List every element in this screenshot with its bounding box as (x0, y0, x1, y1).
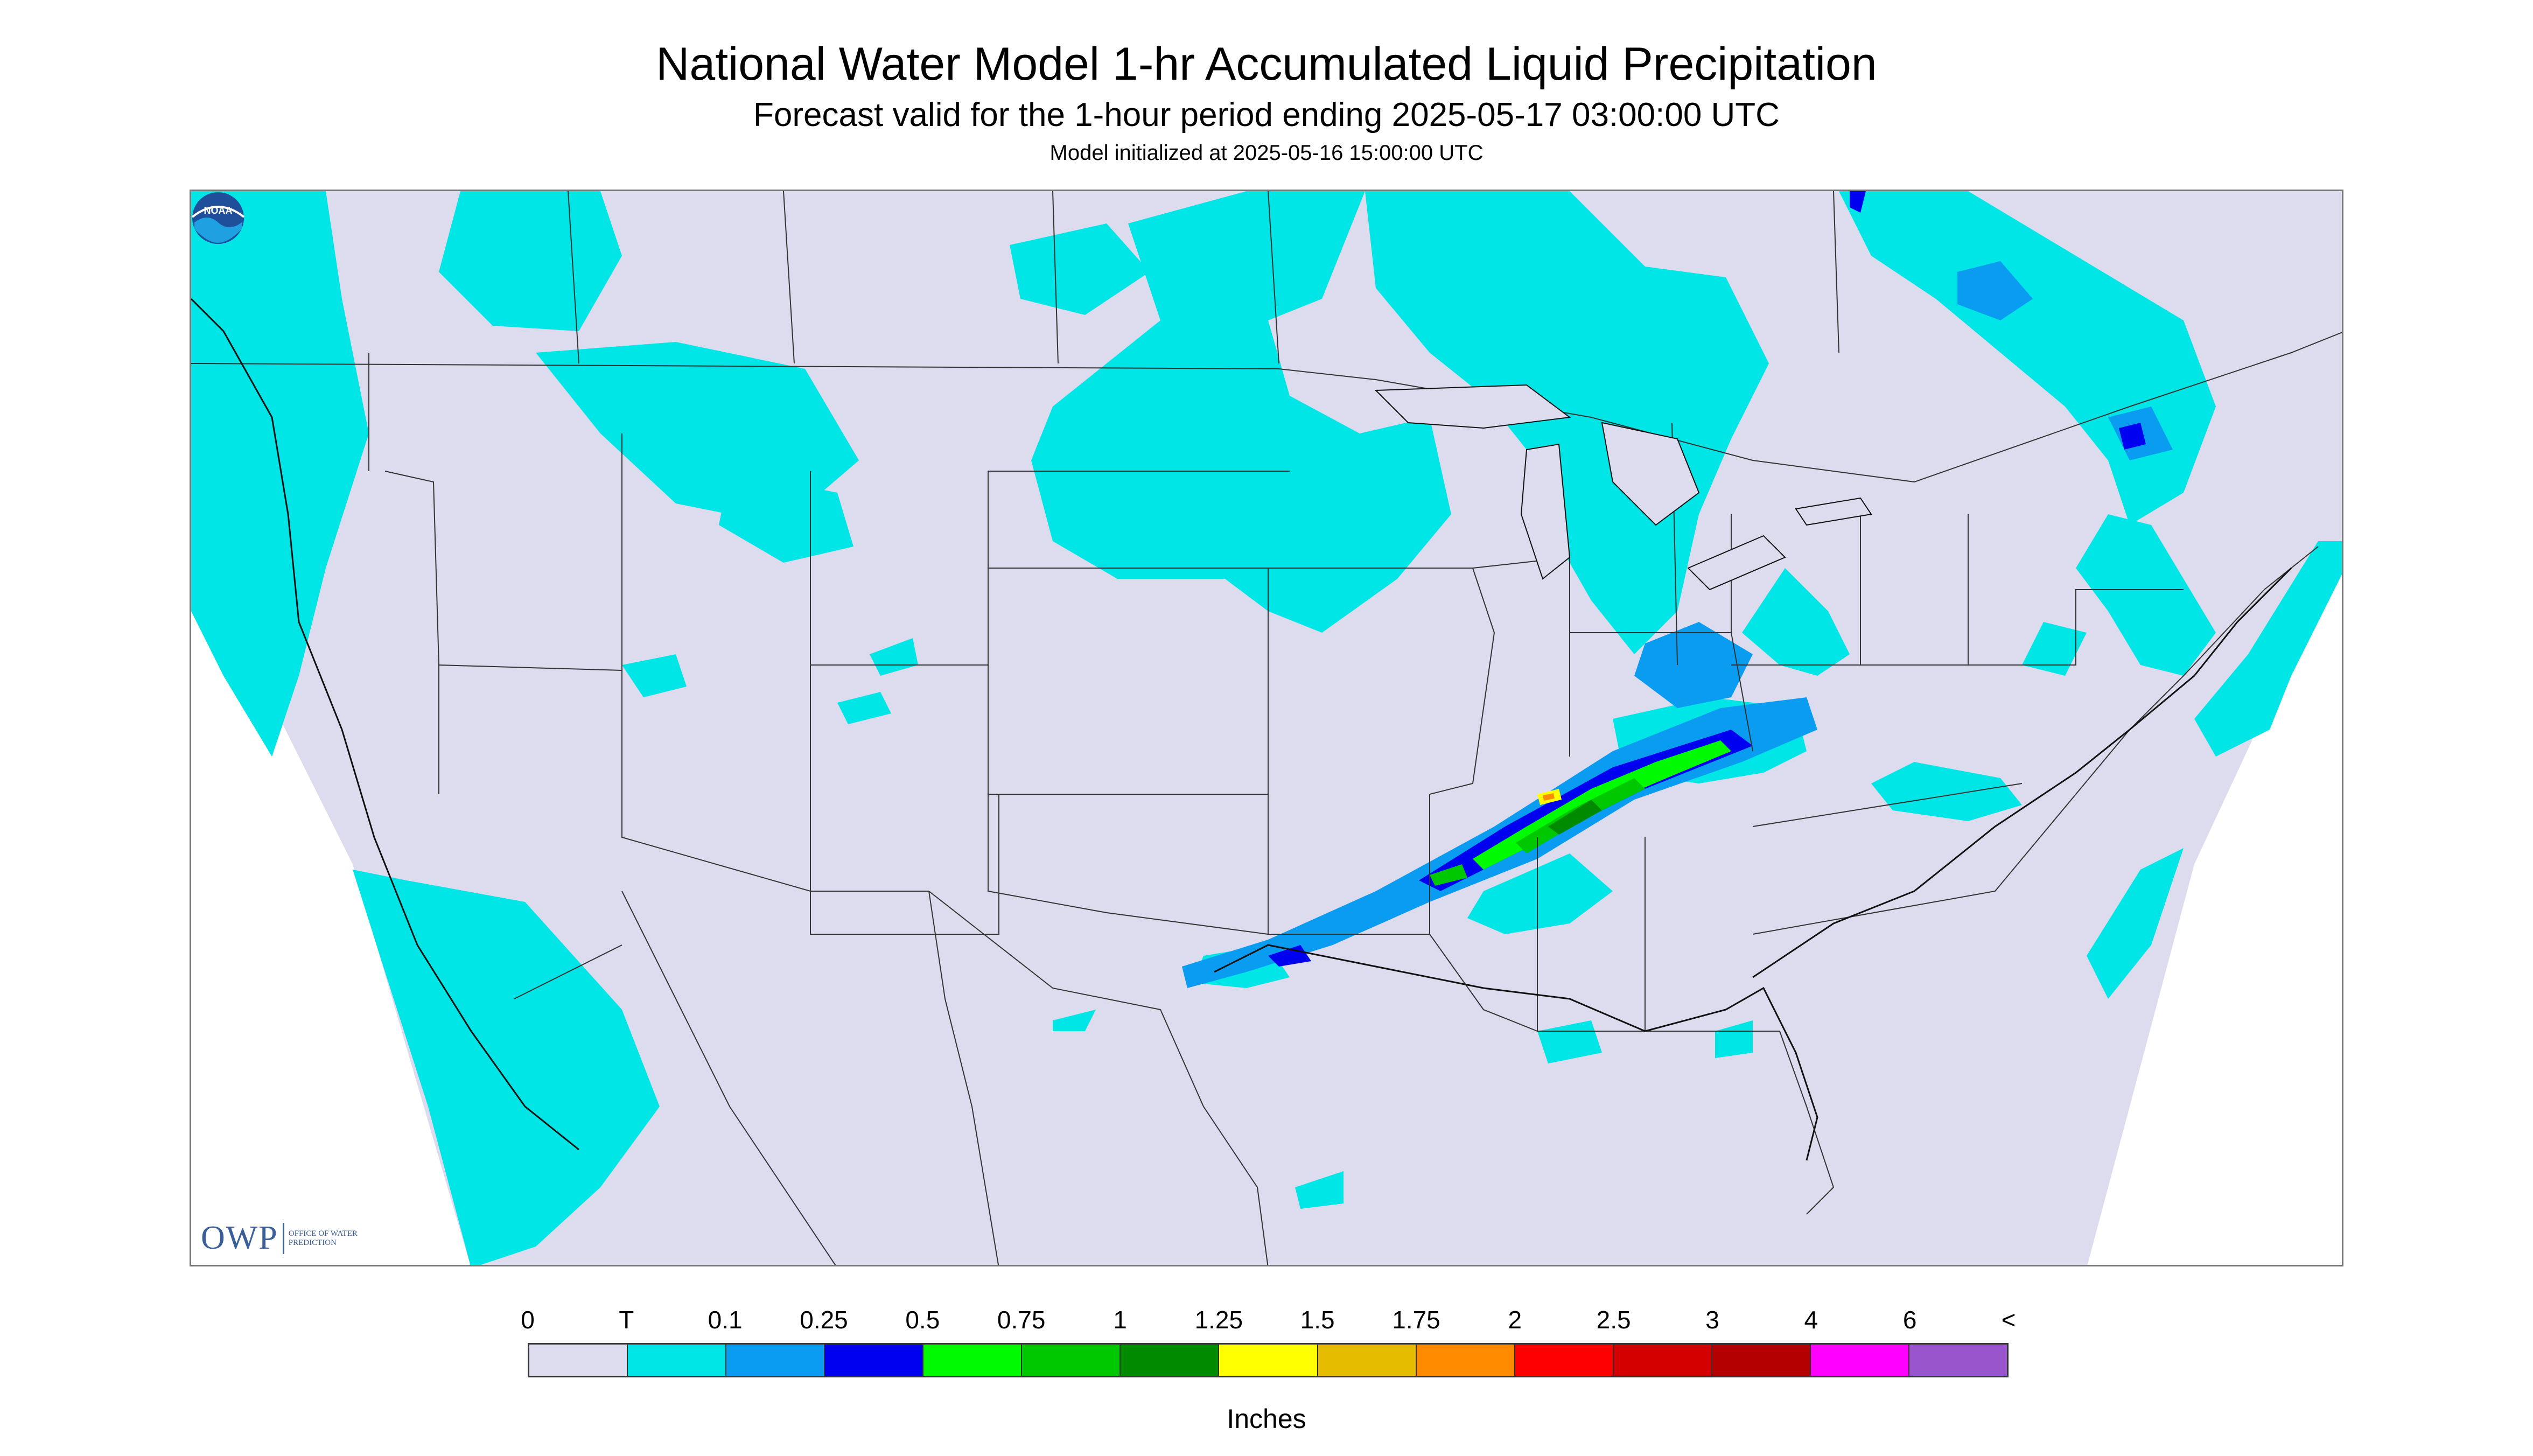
forecast-valid-subtitle: Forecast valid for the 1-hour period end… (753, 96, 1780, 134)
owp-logo-subtext: OFFICE OF WATER PREDICTION (288, 1229, 358, 1247)
owp-logo: OWP OFFICE OF WATER PREDICTION (201, 1219, 369, 1257)
legend-swatch (529, 1345, 628, 1376)
legend-tick-label: 3 (1705, 1306, 1719, 1334)
precip-legend: 0 T 0.1 0.25 0.5 0.75 1 1.25 1.5 1.75 2 2.5 3 4 6 < (521, 1305, 2016, 1377)
political-boundaries (191, 191, 2342, 1265)
legend-swatch (1318, 1345, 1417, 1376)
legend-tick-label: 1.75 (1392, 1306, 1440, 1334)
legend-swatch (1022, 1345, 1121, 1376)
owp-logo-divider (282, 1222, 284, 1254)
legend-tick-label: 1.5 (1300, 1306, 1335, 1334)
legend-tick-labels: 0 T 0.1 0.25 0.5 0.75 1 1.25 1.5 1.75 2 2.5 3 4 6 < (521, 1305, 2016, 1343)
legend-swatch (1219, 1345, 1318, 1376)
owp-logo-main: OWP (201, 1220, 278, 1256)
legend-swatch (1810, 1345, 1909, 1376)
legend-swatch (1121, 1345, 1220, 1376)
map-title: National Water Model 1-hr Accumulated Li… (656, 38, 1877, 90)
legend-units: Inches (1227, 1404, 1306, 1434)
legend-tick-label: 0 (521, 1306, 535, 1334)
legend-swatch (1515, 1345, 1614, 1376)
legend-color-bar (528, 1343, 2009, 1377)
legend-tick-label: 0.25 (800, 1306, 848, 1334)
noaa-logo-text: NOAA (204, 205, 233, 216)
legend-swatch (628, 1345, 727, 1376)
coastlines (191, 298, 2292, 1161)
legend-tick-label: 4 (1804, 1306, 1818, 1334)
legend-tick-label: 0.5 (905, 1306, 940, 1334)
legend-tick-label: 6 (1902, 1306, 1917, 1334)
legend-swatch (1712, 1345, 1811, 1376)
legend-swatch (1909, 1345, 2007, 1376)
legend-tick-label: 0.1 (708, 1306, 743, 1334)
legend-swatch (726, 1345, 825, 1376)
legend-swatch (923, 1345, 1023, 1376)
legend-swatch (1416, 1345, 1515, 1376)
precipitation-map: OWP OFFICE OF WATER PREDICTION NOAA (190, 190, 2343, 1266)
legend-tick-label: T (619, 1306, 634, 1334)
noaa-logo: NOAA (191, 192, 245, 244)
legend-tick-label: 1.25 (1194, 1306, 1243, 1334)
legend-tick-label: 1 (1113, 1306, 1127, 1334)
legend-tick-label: < (2001, 1306, 2016, 1334)
legend-swatch (825, 1345, 924, 1376)
legend-tick-label: 2 (1508, 1306, 1522, 1334)
legend-swatch (1613, 1345, 1712, 1376)
legend-tick-label: 0.75 (997, 1306, 1046, 1334)
map-svg (191, 191, 2342, 1265)
legend-tick-label: 2.5 (1596, 1306, 1631, 1334)
model-init-text: Model initialized at 2025-05-16 15:00:00… (1049, 141, 1484, 165)
great-lakes (1374, 384, 1872, 591)
